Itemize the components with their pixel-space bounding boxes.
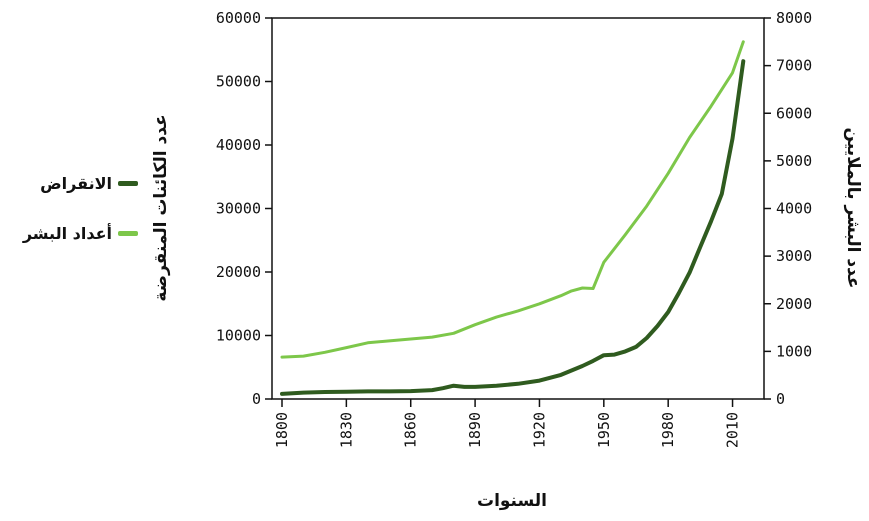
right-axis-title: عدد البشر بالملايين [843, 127, 863, 288]
x-axis-ticks: 1800 1830 1860 1890 1920 1950 1980 2010 [273, 399, 742, 448]
left-tick-label: 30000 [216, 200, 261, 218]
legend-item-population: أعداد البشر [8, 218, 138, 248]
left-axis-ticks: 0 10000 20000 30000 40000 50000 60000 [216, 9, 272, 408]
legend-swatch-extinction [118, 181, 138, 186]
x-tick-label: 2010 [724, 412, 742, 448]
right-tick-label: 5000 [776, 152, 812, 170]
right-tick-label: 1000 [776, 342, 812, 360]
legend-label-population: أعداد البشر [23, 224, 112, 243]
x-tick-label: 1920 [530, 412, 548, 448]
x-tick-label: 1980 [659, 412, 677, 448]
right-tick-label: 8000 [776, 9, 812, 27]
right-tick-label: 2000 [776, 295, 812, 313]
legend-label-extinction: الانقراض [40, 174, 112, 193]
left-tick-label: 0 [252, 390, 261, 408]
right-tick-label: 4000 [776, 200, 812, 218]
x-tick-label: 1890 [466, 412, 484, 448]
left-tick-label: 60000 [216, 9, 261, 27]
x-tick-label: 1950 [595, 412, 613, 448]
left-tick-label: 10000 [216, 327, 261, 345]
x-tick-label: 1830 [337, 412, 355, 448]
legend-item-extinction: الانقراض [8, 168, 138, 198]
population-line [282, 42, 743, 357]
right-tick-label: 3000 [776, 247, 812, 265]
x-axis-title: السنوات [477, 491, 547, 511]
legend: الانقراض أعداد البشر [8, 168, 138, 268]
right-axis-ticks: 0 1000 2000 3000 4000 5000 6000 7000 8000 [764, 9, 812, 408]
plot-frame [272, 18, 764, 399]
left-axis-title: عدد الكائنات المنقرضة [151, 114, 171, 301]
right-tick-label: 7000 [776, 57, 812, 75]
left-tick-label: 50000 [216, 73, 261, 91]
right-tick-label: 6000 [776, 104, 812, 122]
left-tick-label: 40000 [216, 136, 261, 154]
legend-swatch-population [118, 231, 138, 236]
extinction-line [282, 61, 743, 394]
left-tick-label: 20000 [216, 263, 261, 281]
series-lines [282, 42, 743, 394]
right-tick-label: 0 [776, 390, 785, 408]
x-tick-label: 1800 [273, 412, 291, 448]
x-tick-label: 1860 [402, 412, 420, 448]
